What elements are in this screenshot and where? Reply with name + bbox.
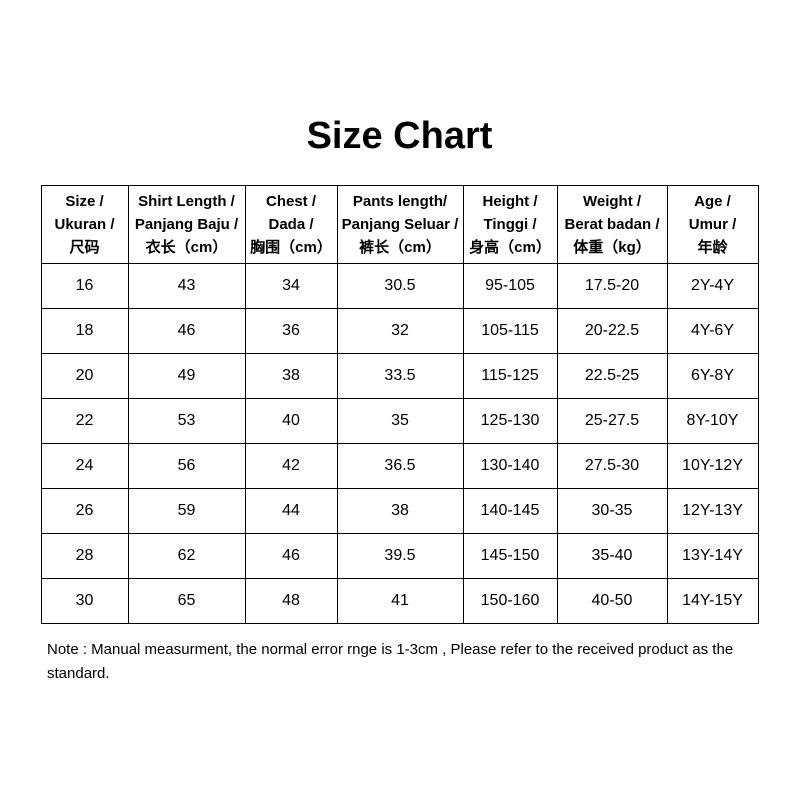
col-header-size: Size / Ukuran / 尺码	[40, 185, 129, 264]
cell-height: 115-125	[462, 353, 558, 399]
table-body: 16 43 34 30.5 95-105 17.5-20 2Y-4Y 18 46 36 32 105-…	[40, 263, 759, 624]
note-text: Note : Manual measurment, the normal err…	[47, 641, 734, 682]
cell-age: 2Y-4Y	[666, 263, 759, 309]
size-chart-page: Size Chart Size / Ukuran / 尺码 Shirt Leng…	[40, 115, 759, 682]
col-header-height: Height / Tinggi / 身高（cm）	[462, 185, 558, 264]
col-header-chest: Chest / Dada / 胸围（cm）	[244, 185, 338, 264]
table-row: 30 65 48 41 150-160 40-50 14Y-15Y	[40, 578, 759, 624]
cell-weight: 20-22.5	[556, 308, 668, 354]
cell-pants-length: 41	[336, 578, 464, 624]
cell-height: 140-145	[462, 488, 558, 534]
cell-pants-length: 30.5	[336, 263, 464, 309]
cell-age: 4Y-6Y	[666, 308, 759, 354]
cell-pants-length: 32	[336, 308, 464, 354]
cell-age: 10Y-12Y	[666, 443, 759, 489]
cell-height: 95-105	[462, 263, 558, 309]
cell-age: 6Y-8Y	[666, 353, 759, 399]
cell-weight: 22.5-25	[556, 353, 668, 399]
table-row: 18 46 36 32 105-115 20-22.5 4Y-6Y	[40, 308, 759, 354]
cell-height: 130-140	[462, 443, 558, 489]
col-header-shirt-length: Shirt Length / Panjang Baju / 衣长（cm）	[127, 185, 246, 264]
col-header-pants-length: Pants length/ Panjang Seluar / 裤长（cm）	[336, 185, 464, 264]
table-row: 28 62 46 39.5 145-150 35-40 13Y-14Y	[40, 533, 759, 579]
cell-chest: 38	[244, 353, 338, 399]
cell-age: 13Y-14Y	[666, 533, 759, 579]
cell-size: 24	[40, 443, 129, 489]
cell-shirt-length: 53	[127, 398, 246, 444]
table-row: 24 56 42 36.5 130-140 27.5-30 10Y-12Y	[40, 443, 759, 489]
cell-shirt-length: 65	[127, 578, 246, 624]
cell-chest: 36	[244, 308, 338, 354]
size-chart-table: Size / Ukuran / 尺码 Shirt Length / Panjan…	[40, 185, 759, 624]
cell-chest: 42	[244, 443, 338, 489]
cell-height: 145-150	[462, 533, 558, 579]
cell-height: 125-130	[462, 398, 558, 444]
table-row: 26 59 44 38 140-145 30-35 12Y-13Y	[40, 488, 759, 534]
header-row: Size / Ukuran / 尺码 Shirt Length / Panjan…	[40, 185, 759, 264]
col-header-weight: Weight / Berat badan / 体重（kg）	[556, 185, 668, 264]
cell-shirt-length: 46	[127, 308, 246, 354]
cell-height: 150-160	[462, 578, 558, 624]
cell-weight: 25-27.5	[556, 398, 668, 444]
table-header: Size / Ukuran / 尺码 Shirt Length / Panjan…	[40, 185, 759, 264]
cell-shirt-length: 62	[127, 533, 246, 579]
table-row: 20 49 38 33.5 115-125 22.5-25 6Y-8Y	[40, 353, 759, 399]
cell-weight: 17.5-20	[556, 263, 668, 309]
col-header-age: Age / Umur / 年龄	[666, 185, 759, 264]
cell-age: 14Y-15Y	[666, 578, 759, 624]
cell-size: 20	[40, 353, 129, 399]
cell-size: 30	[40, 578, 129, 624]
cell-shirt-length: 56	[127, 443, 246, 489]
cell-chest: 44	[244, 488, 338, 534]
cell-pants-length: 39.5	[336, 533, 464, 579]
page-title: Size Chart	[306, 115, 493, 157]
cell-weight: 40-50	[556, 578, 668, 624]
cell-chest: 34	[244, 263, 338, 309]
cell-size: 26	[40, 488, 129, 534]
cell-size: 22	[40, 398, 129, 444]
cell-weight: 35-40	[556, 533, 668, 579]
cell-age: 8Y-10Y	[666, 398, 759, 444]
cell-shirt-length: 59	[127, 488, 246, 534]
table-row: 22 53 40 35 125-130 25-27.5 8Y-10Y	[40, 398, 759, 444]
cell-weight: 27.5-30	[556, 443, 668, 489]
cell-chest: 46	[244, 533, 338, 579]
cell-pants-length: 36.5	[336, 443, 464, 489]
cell-age: 12Y-13Y	[666, 488, 759, 534]
cell-pants-length: 33.5	[336, 353, 464, 399]
cell-chest: 48	[244, 578, 338, 624]
cell-pants-length: 38	[336, 488, 464, 534]
cell-weight: 30-35	[556, 488, 668, 534]
table-row: 16 43 34 30.5 95-105 17.5-20 2Y-4Y	[40, 263, 759, 309]
cell-shirt-length: 49	[127, 353, 246, 399]
cell-pants-length: 35	[336, 398, 464, 444]
cell-size: 16	[40, 263, 129, 309]
cell-shirt-length: 43	[127, 263, 246, 309]
cell-size: 18	[40, 308, 129, 354]
cell-height: 105-115	[462, 308, 558, 354]
cell-chest: 40	[244, 398, 338, 444]
cell-size: 28	[40, 533, 129, 579]
